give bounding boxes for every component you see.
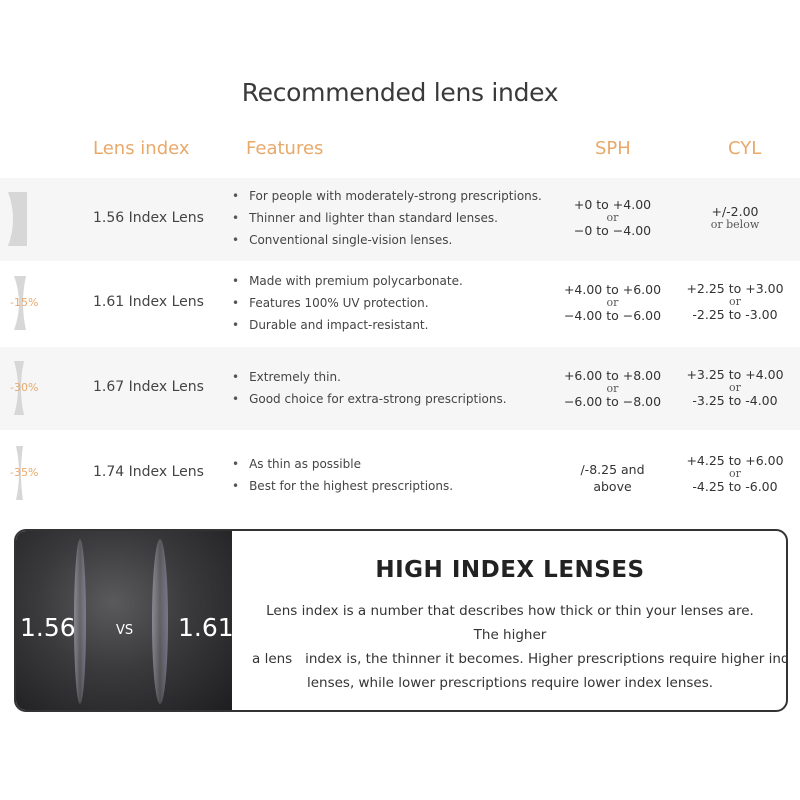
header-cyl: CYL [728,138,762,159]
feature-item: Best for the highest prescriptions. [232,475,453,497]
sph-or: or [606,211,619,224]
sph-range: +0 to +4.00 or −0 to −4.00 [560,198,665,237]
feature-item: For people with moderately-strong prescr… [232,185,542,207]
sph-or: or [606,382,619,395]
table-row: 1.56 Index Lens For people with moderate… [0,178,800,261]
sph-value: above [593,479,632,494]
cyl-or: or [729,467,741,480]
feature-item: Good choice for extra-strong prescriptio… [232,388,506,410]
cyl-value: +4.25 to +6.00 [686,453,784,468]
cyl-range: +4.25 to +6.00 or -4.25 to -6.00 [680,454,790,493]
feature-list: As thin as possible Best for the highest… [232,453,453,497]
feature-item: Made with premium polycarbonate. [232,270,463,292]
cyl-range: +3.25 to +4.00 or -3.25 to -4.00 [680,368,790,407]
table-row: -15% 1.61 Index Lens Made with premium p… [0,262,800,345]
description-line: a lens index is, the thinner it becomes.… [252,651,788,667]
description-line: Lens index is a number that describes ho… [266,603,754,643]
panel-title: HIGH INDEX LENSES [375,557,645,583]
cyl-value: +2.25 to +3.00 [686,281,784,296]
lens-name: 1.61 Index Lens [93,294,204,310]
table-row: -30% 1.67 Index Lens Extremely thin. Goo… [0,347,800,430]
cyl-value: -3.25 to -4.00 [692,393,778,408]
feature-item: Features 100% UV protection. [232,292,463,314]
cyl-or: or [729,381,741,394]
lens-name: 1.74 Index Lens [93,464,204,480]
cyl-or: or [729,295,741,308]
right-index-label: 1.61 [178,613,234,642]
header-lens-index: Lens index [93,138,190,159]
feature-list: Made with premium polycarbonate. Feature… [232,270,463,336]
cyl-value: -2.25 to -3.00 [692,307,778,322]
lens-156-icon [74,539,86,704]
sph-range: /-8.25 and above [560,461,665,495]
feature-item: Extremely thin. [232,366,507,388]
cyl-range: +/-2.00 or below [680,205,790,231]
cyl-value: +3.25 to +4.00 [686,367,784,382]
feature-item: Thinner and lighter than standard lenses… [232,207,542,229]
feature-list: For people with moderately-strong prescr… [232,185,542,251]
lens-name: 1.56 Index Lens [93,210,204,226]
sph-range: +4.00 to +6.00 or −4.00 to −6.00 [560,283,665,322]
sph-value: +0 to +4.00 [573,197,652,212]
sph-value: −4.00 to −6.00 [563,308,662,323]
cyl-value: -4.25 to -6.00 [692,479,778,494]
vs-label: VS [116,623,134,638]
cyl-range: +2.25 to +3.00 or -2.25 to -3.00 [680,282,790,321]
sph-value: /-8.25 and [580,462,645,477]
sph-value: −0 to −4.00 [573,223,652,238]
feature-item: As thin as possible [232,453,453,475]
sph-range: +6.00 to +8.00 or −6.00 to −8.00 [560,369,665,408]
sph-value: −6.00 to −8.00 [563,394,662,409]
page-title: Recommended lens index [241,78,559,107]
table-row: -35% 1.74 Index Lens As thin as possible… [0,432,800,515]
cyl-value: +/-2.00 [711,204,759,219]
lens-comparison-image: 1.56 VS 1.61 [16,531,234,710]
sph-value: +6.00 to +8.00 [563,368,662,383]
thickness-reduction: -15% [10,296,39,309]
feature-item: Durable and impact-resistant. [232,314,463,336]
left-index-label: 1.56 [20,613,76,642]
sph-value: +4.00 to +6.00 [563,282,662,297]
lens-profile-icon [8,192,30,246]
lens-name: 1.67 Index Lens [93,379,204,395]
header-sph: SPH [595,138,631,159]
description-line: lenses, while lower prescriptions requir… [306,675,714,691]
panel-description: Lens index is a number that describes ho… [252,599,788,695]
feature-list: Extremely thin. Good choice for extra-st… [232,366,507,410]
high-index-panel: 1.56 VS 1.61 HIGH INDEX LENSES Lens inde… [14,529,788,712]
header-features: Features [246,138,324,159]
sph-or: or [606,296,619,309]
cyl-or: or below [710,218,760,231]
thickness-reduction: -30% [10,381,39,394]
lens-161-icon [152,539,168,704]
feature-item: Conventional single-vision lenses. [232,229,542,251]
thickness-reduction: -35% [10,466,39,479]
